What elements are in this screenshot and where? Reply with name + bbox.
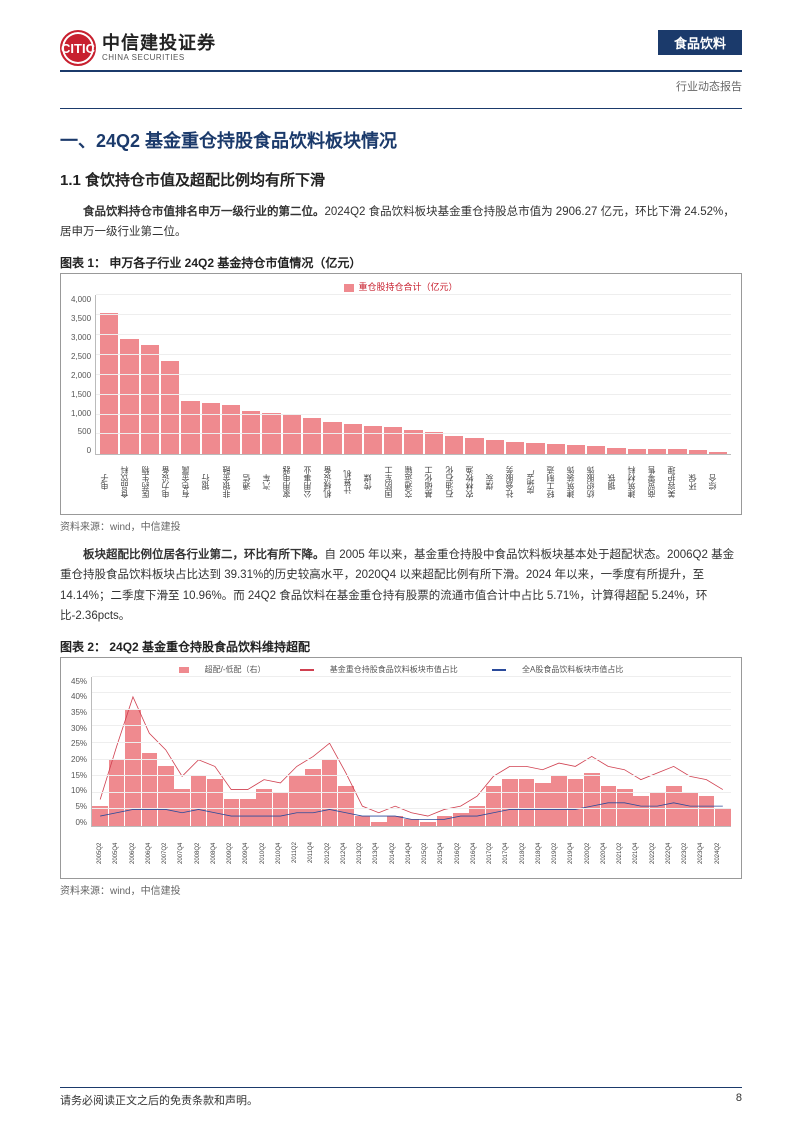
logo-icon: CITIC (60, 30, 96, 66)
chart1: 重仓股持仓合计（亿元） 4,0003,5003,0002,5002,0001,5… (71, 280, 731, 510)
logo-text-cn: 中信建投证券 (102, 34, 216, 54)
legend-line-red-icon (300, 669, 314, 671)
divider (60, 108, 742, 109)
chart1-bar (161, 361, 179, 454)
chart1-bar (506, 442, 524, 454)
legend-swatch-icon (344, 284, 354, 292)
page-number: 8 (736, 1092, 742, 1108)
chart2-plot-area (91, 677, 731, 827)
chart1-bar (486, 440, 504, 454)
report-type: 行业动态报告 (60, 78, 742, 94)
chart1-plot-area (95, 295, 731, 455)
page-footer: 请务必阅读正文之后的免责条款和声明。 8 (60, 1087, 742, 1108)
section-title: 一、24Q2 基金重仓持股食品饮料板块情况 (60, 127, 742, 153)
chart1-bar (283, 415, 301, 455)
chart1-bar (425, 432, 443, 454)
logo-block: CITIC 中信建投证券 CHINA SECURITIES (60, 30, 216, 66)
footer-disclaimer: 请务必阅读正文之后的免责条款和声明。 (60, 1092, 258, 1108)
page-header: CITIC 中信建投证券 CHINA SECURITIES 食品饮料 (60, 30, 742, 72)
chart1-bar (526, 443, 544, 454)
chart2-xaxis: 2005Q22005Q42006Q22006Q42007Q22007Q42008… (97, 832, 731, 874)
chart1-title: 图表 1： 申万各子行业 24Q2 基金持仓市值情况（亿元） (60, 254, 742, 271)
chart1-bar (222, 405, 240, 455)
chart2-legend: 超配/-低配（右） 基金重仓持股食品饮料板块市值占比 全A股食品饮料板块市值占比 (71, 664, 731, 675)
chart1-yaxis: 4,0003,5003,0002,5002,0001,5001,0005000 (71, 295, 95, 455)
chart1-bar (668, 449, 686, 454)
chart1-bar (202, 403, 220, 455)
chart1-bar (567, 445, 585, 455)
chart2-source: 资料来源：wind，中信建投 (60, 882, 742, 897)
chart1-bar (181, 401, 199, 455)
chart2-box: 超配/-低配（右） 基金重仓持股食品饮料板块市值占比 全A股食品饮料板块市值占比… (60, 657, 742, 879)
paragraph-1: 食品饮料持仓市值排名申万一级行业的第二位。2024Q2 食品饮料板块基金重仓持股… (60, 202, 742, 242)
chart1-xaxis: 电子食品饮料医药生物电力设备有色金属银行非银金融通信汽车家用电器公用事业机械设备… (97, 455, 731, 510)
chart1-bar (547, 444, 565, 454)
chart1-bar (465, 438, 483, 454)
chart1-bar (607, 448, 625, 454)
chart1-legend: 重仓股持仓合计（亿元） (71, 280, 731, 293)
paragraph-2: 板块超配比例位居各行业第二，环比有所下降。自 2005 年以来，基金重仓持股中食… (60, 545, 742, 626)
chart1-bar (344, 424, 362, 454)
chart1-bar (364, 426, 382, 454)
chart2: 超配/-低配（右） 基金重仓持股食品饮料板块市值占比 全A股食品饮料板块市值占比… (71, 664, 731, 874)
legend-bar-icon (179, 667, 189, 673)
chart1-bar (445, 436, 463, 454)
chart1-bar (628, 449, 646, 455)
chart1-bar (323, 422, 341, 454)
paragraph-2-bold: 板块超配比例位居各行业第二，环比有所下降。 (83, 549, 325, 561)
logo-text-en: CHINA SECURITIES (102, 54, 216, 63)
chart1-bar (384, 427, 402, 454)
chart1-bar (120, 339, 138, 454)
paragraph-1-bold: 食品饮料持仓市值排名申万一级行业的第二位。 (83, 206, 325, 218)
chart2-title: 图表 2： 24Q2 基金重仓持股食品饮料维持超配 (60, 638, 742, 655)
chart1-source: 资料来源：wind，中信建投 (60, 518, 742, 533)
chart1-bar (689, 450, 707, 454)
chart2-yaxis: 45%40%35%30%25%20%15%10%5%0% (71, 677, 91, 827)
legend-line-blue-icon (492, 669, 506, 671)
category-badge: 食品饮料 (658, 30, 742, 55)
chart1-bar (141, 345, 159, 454)
chart2-lines (92, 677, 731, 826)
chart1-bar (648, 449, 666, 454)
chart1-bars (96, 295, 731, 454)
subsection-title: 1.1 食饮持仓市值及超配比例均有所下滑 (60, 169, 742, 190)
chart1-bar (587, 446, 605, 455)
chart1-box: 重仓股持仓合计（亿元） 4,0003,5003,0002,5002,0001,5… (60, 273, 742, 515)
chart1-bar (303, 418, 321, 454)
chart1-bar (709, 452, 727, 454)
